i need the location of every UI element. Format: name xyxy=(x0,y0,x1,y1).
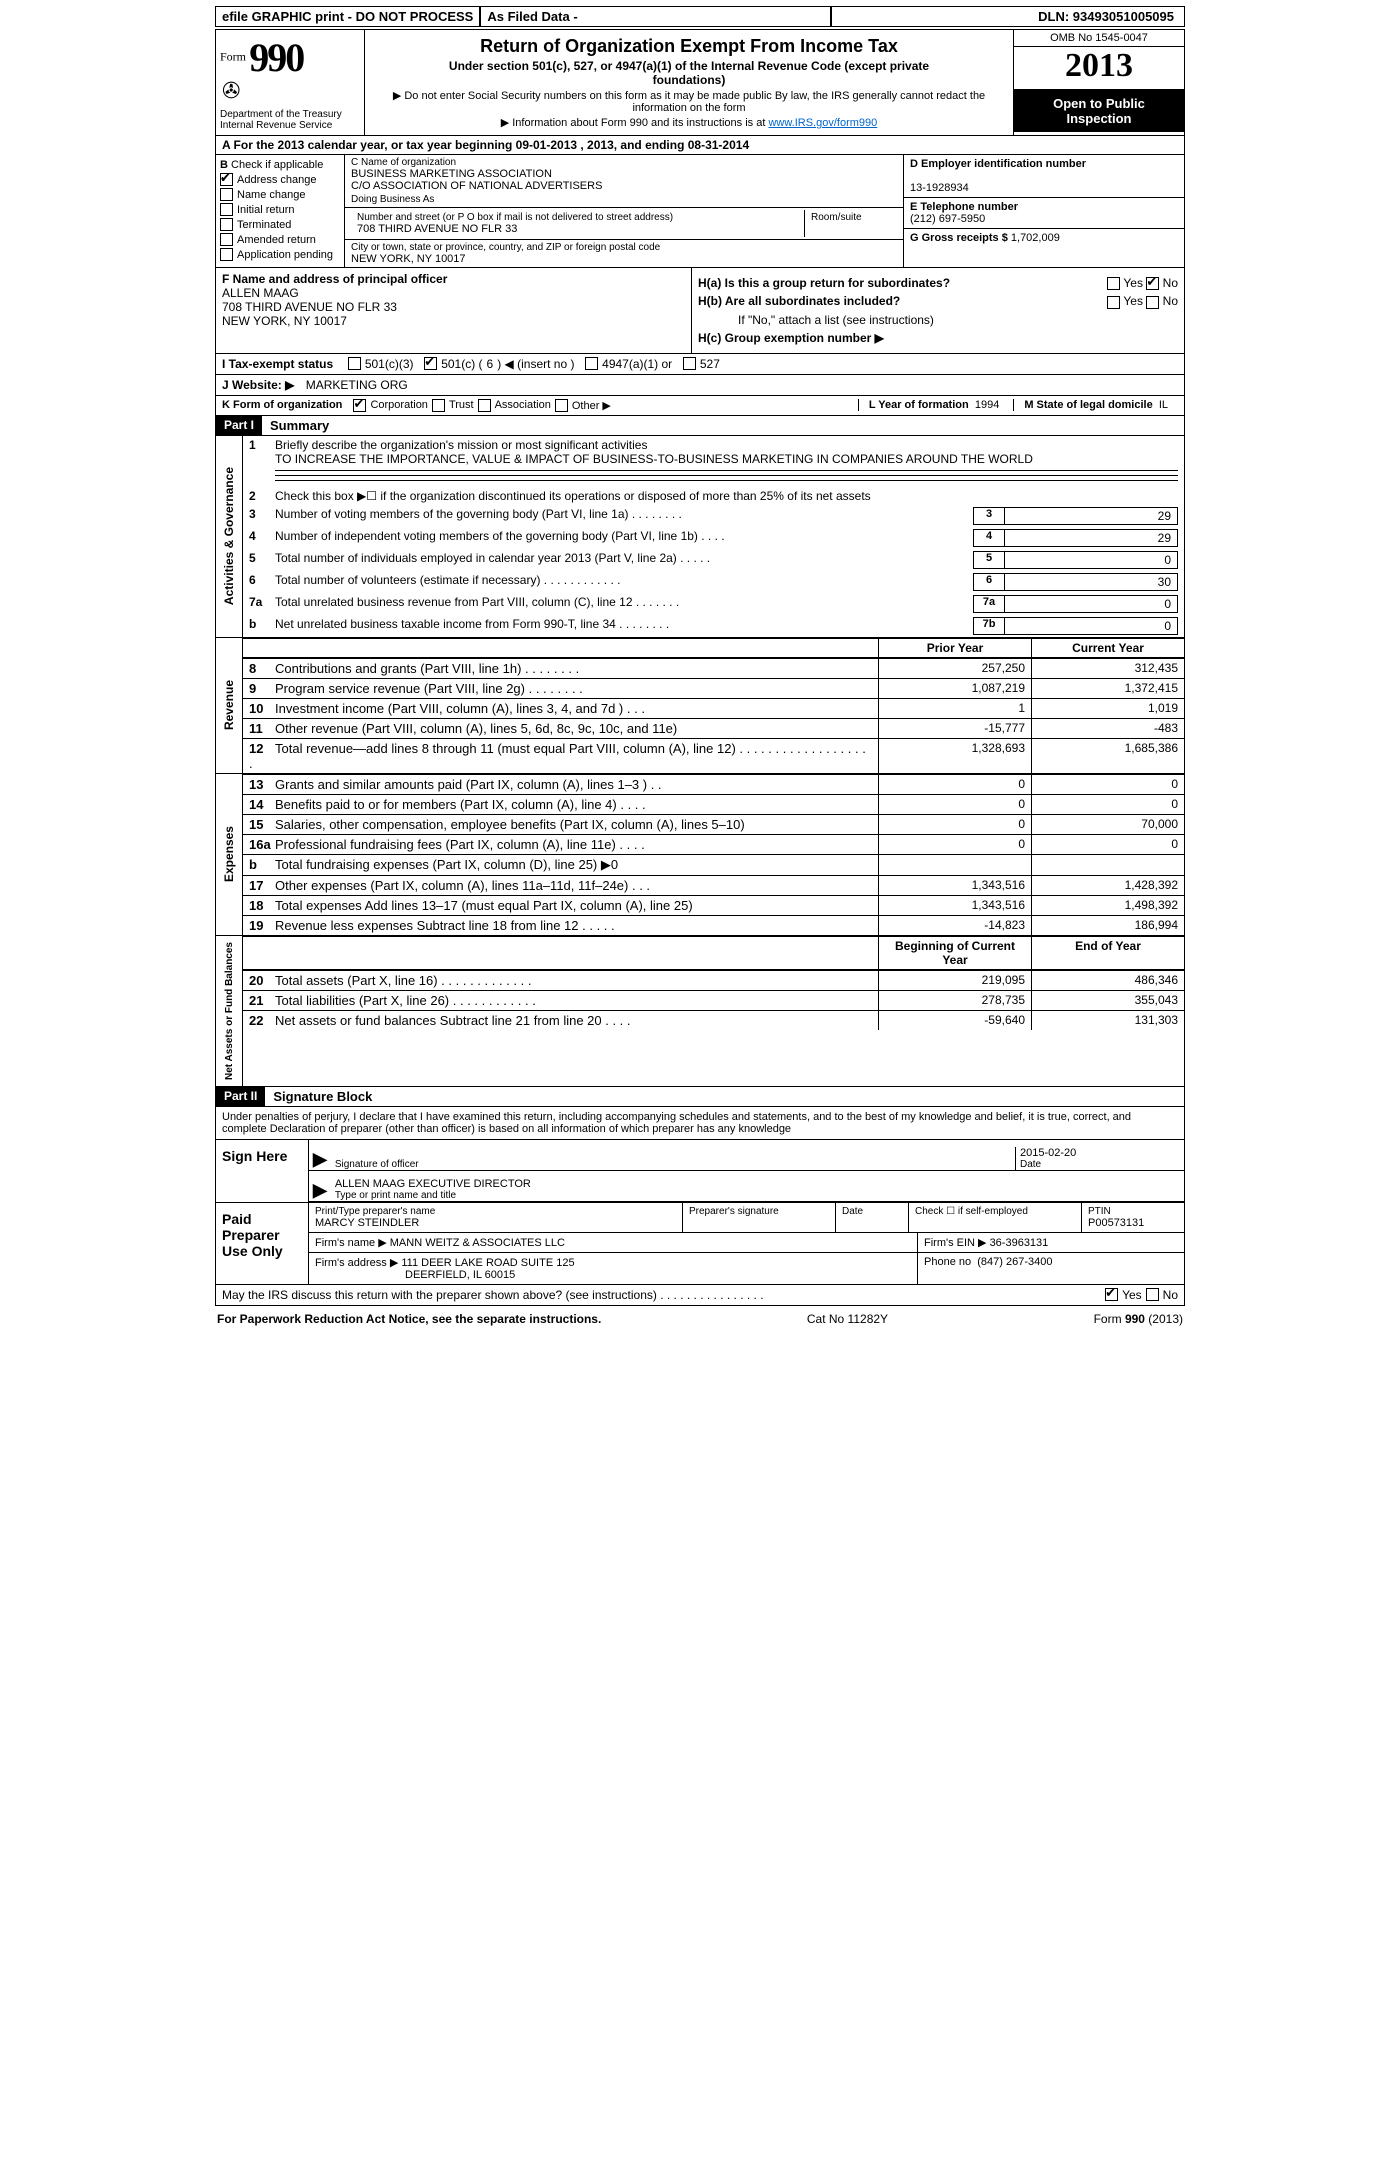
vtab-expenses: Expenses xyxy=(216,774,243,935)
line-20: 20Total assets (Part X, line 16) . . . .… xyxy=(243,970,1184,990)
dln: DLN: 93493051005095 xyxy=(831,6,1185,27)
website: MARKETING ORG xyxy=(306,378,408,392)
officer-group-block: F Name and address of principal officer … xyxy=(215,268,1185,354)
signature-arrow-icon: ▶ xyxy=(309,1149,331,1170)
form-id-block: Form 990 ✇ Department of the Treasury In… xyxy=(216,30,365,135)
org-name: BUSINESS MARKETING ASSOCIATION xyxy=(351,168,897,180)
efile-topbar: efile GRAPHIC print - DO NOT PROCESS As … xyxy=(215,6,1185,27)
line-15: 15Salaries, other compensation, employee… xyxy=(243,814,1184,834)
org-address: 708 THIRD AVENUE NO FLR 33 xyxy=(357,223,798,235)
ein: 13-1928934 xyxy=(910,182,969,194)
section-c: C Name of organization BUSINESS MARKETIN… xyxy=(345,155,904,267)
page-footer: For Paperwork Reduction Act Notice, see … xyxy=(215,1306,1185,1332)
row-a-tax-year: A For the 2013 calendar year, or tax yea… xyxy=(215,136,1185,155)
efile-icon: ✇ xyxy=(222,78,240,104)
row-i-tax-status: I Tax-exempt status 501(c)(3) ✔ 501(c) (… xyxy=(215,354,1185,375)
section-d: D Employer identification number 13-1928… xyxy=(904,155,1184,267)
line-b: bTotal fundraising expenses (Part IX, co… xyxy=(243,854,1184,875)
checkbox-amended-return[interactable]: Amended return xyxy=(220,233,340,246)
signature-arrow-icon: ▶ xyxy=(309,1180,331,1201)
line-14: 14Benefits paid to or for members (Part … xyxy=(243,794,1184,814)
part2-header: Part II Signature Block xyxy=(215,1087,1185,1107)
line-17: 17Other expenses (Part IX, column (A), l… xyxy=(243,875,1184,895)
line-21: 21Total liabilities (Part X, line 26) . … xyxy=(243,990,1184,1010)
hb-yesno: Yes No xyxy=(1107,294,1178,308)
line-22: 22Net assets or fund balances Subtract l… xyxy=(243,1010,1184,1030)
line-18: 18Total expenses Add lines 13–17 (must e… xyxy=(243,895,1184,915)
checkbox-initial-return[interactable]: Initial return xyxy=(220,203,340,216)
row-j-website: J Website: ▶ MARKETING ORG xyxy=(215,375,1185,396)
sign-here-label: Sign Here xyxy=(216,1140,309,1202)
org-city: NEW YORK, NY 10017 xyxy=(351,253,897,265)
paid-preparer-label: Paid Preparer Use Only xyxy=(216,1203,309,1284)
checkbox-terminated[interactable]: Terminated xyxy=(220,218,340,231)
year-block: OMB No 1545-0047 2013 Open to Public Ins… xyxy=(1013,30,1184,135)
line-8: 8Contributions and grants (Part VIII, li… xyxy=(243,658,1184,678)
vtab-activities: Activities & Governance xyxy=(216,436,243,637)
phone: (212) 697-5950 xyxy=(910,213,985,225)
form-title: Return of Organization Exempt From Incom… xyxy=(371,36,1007,57)
sign-date: 2015-02-20 xyxy=(1020,1147,1180,1159)
irs-link[interactable]: www.IRS.gov/form990 xyxy=(768,117,877,129)
open-to-inspection: Open to Public Inspection xyxy=(1014,90,1184,132)
part1-body: Activities & Governance 1 Briefly descri… xyxy=(215,436,1185,1087)
row-k-form-org: K Form of organization ✔ Corporation Tru… xyxy=(215,396,1185,416)
summary-line-3: 3Number of voting members of the governi… xyxy=(243,505,1184,527)
as-filed-data: As Filed Data - xyxy=(480,6,830,27)
line-11: 11Other revenue (Part VIII, column (A), … xyxy=(243,718,1184,738)
checkbox-address-change[interactable]: ✔Address change xyxy=(220,173,340,186)
omb-number: OMB No 1545-0047 xyxy=(1014,30,1184,47)
checkbox-application-pending[interactable]: Application pending xyxy=(220,248,340,261)
summary-line-5: 5Total number of individuals employed in… xyxy=(243,549,1184,571)
section-f: F Name and address of principal officer … xyxy=(216,268,692,353)
discuss-row: May the IRS discuss this return with the… xyxy=(215,1285,1185,1306)
line-9: 9Program service revenue (Part VIII, lin… xyxy=(243,678,1184,698)
line-13: 13Grants and similar amounts paid (Part … xyxy=(243,774,1184,794)
tax-year: 2013 xyxy=(1014,47,1184,90)
vtab-netassets: Net Assets or Fund Balances xyxy=(216,936,243,1086)
checkbox-name-change[interactable]: Name change xyxy=(220,188,340,201)
form-number: 990 xyxy=(249,34,303,81)
org-info-block: B Check if applicable ✔Address changeNam… xyxy=(215,155,1185,268)
summary-line-6: 6Total number of volunteers (estimate if… xyxy=(243,571,1184,593)
graphic-print: efile GRAPHIC print - DO NOT PROCESS xyxy=(215,6,480,27)
line-10: 10Investment income (Part VIII, column (… xyxy=(243,698,1184,718)
line-19: 19Revenue less expenses Subtract line 18… xyxy=(243,915,1184,935)
ha-yesno: Yes ✔ No xyxy=(1107,276,1178,290)
perjury-statement: Under penalties of perjury, I declare th… xyxy=(216,1107,1184,1140)
summary-line-4: 4Number of independent voting members of… xyxy=(243,527,1184,549)
summary-line-7a: 7aTotal unrelated business revenue from … xyxy=(243,593,1184,615)
summary-line-b: bNet unrelated business taxable income f… xyxy=(243,615,1184,637)
line-12: 12Total revenue—add lines 8 through 11 (… xyxy=(243,738,1184,773)
form-title-block: Return of Organization Exempt From Incom… xyxy=(365,30,1013,135)
signature-block: Under penalties of perjury, I declare th… xyxy=(215,1107,1185,1285)
form-header: Form 990 ✇ Department of the Treasury In… xyxy=(215,29,1185,136)
section-h: H(a) Is this a group return for subordin… xyxy=(692,268,1184,353)
vtab-revenue: Revenue xyxy=(216,638,243,773)
section-b: B Check if applicable ✔Address changeNam… xyxy=(216,155,345,267)
line-16a: 16aProfessional fundraising fees (Part I… xyxy=(243,834,1184,854)
gross-receipts: 1,702,009 xyxy=(1011,232,1060,244)
mission: TO INCREASE THE IMPORTANCE, VALUE & IMPA… xyxy=(275,452,1033,466)
part1-header: Part I Summary xyxy=(215,416,1185,436)
